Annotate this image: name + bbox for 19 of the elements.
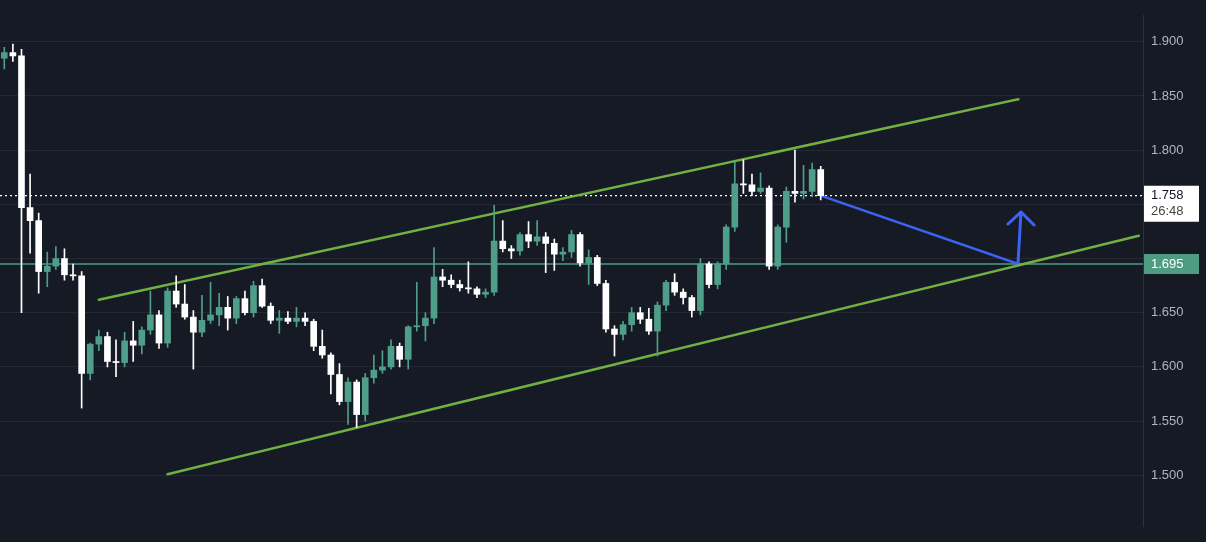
y-tick-label: 1.650: [1151, 304, 1184, 320]
candlestick: [69, 263, 77, 281]
y-tick-label: 1.550: [1151, 412, 1184, 428]
candlestick: [499, 220, 507, 253]
candlestick: [559, 247, 567, 262]
candlestick: [542, 232, 550, 273]
candlestick: [275, 310, 283, 334]
candlestick: [9, 43, 17, 62]
candlestick: [129, 321, 137, 362]
y-tick-label: 1.900: [1151, 33, 1184, 49]
candlestick: [533, 220, 541, 246]
y-tick-label: 1.600: [1151, 358, 1184, 374]
text: 26:48: [1151, 203, 1184, 219]
y-tick-label: 1.850: [1151, 87, 1184, 103]
candlestick: [112, 339, 120, 377]
y-tick-label: 1.800: [1151, 141, 1184, 157]
ref-line-label: 1.695: [1151, 255, 1184, 271]
y-tick-label: 1.500: [1151, 466, 1184, 482]
ref-line-label: 1.758: [1151, 187, 1184, 203]
